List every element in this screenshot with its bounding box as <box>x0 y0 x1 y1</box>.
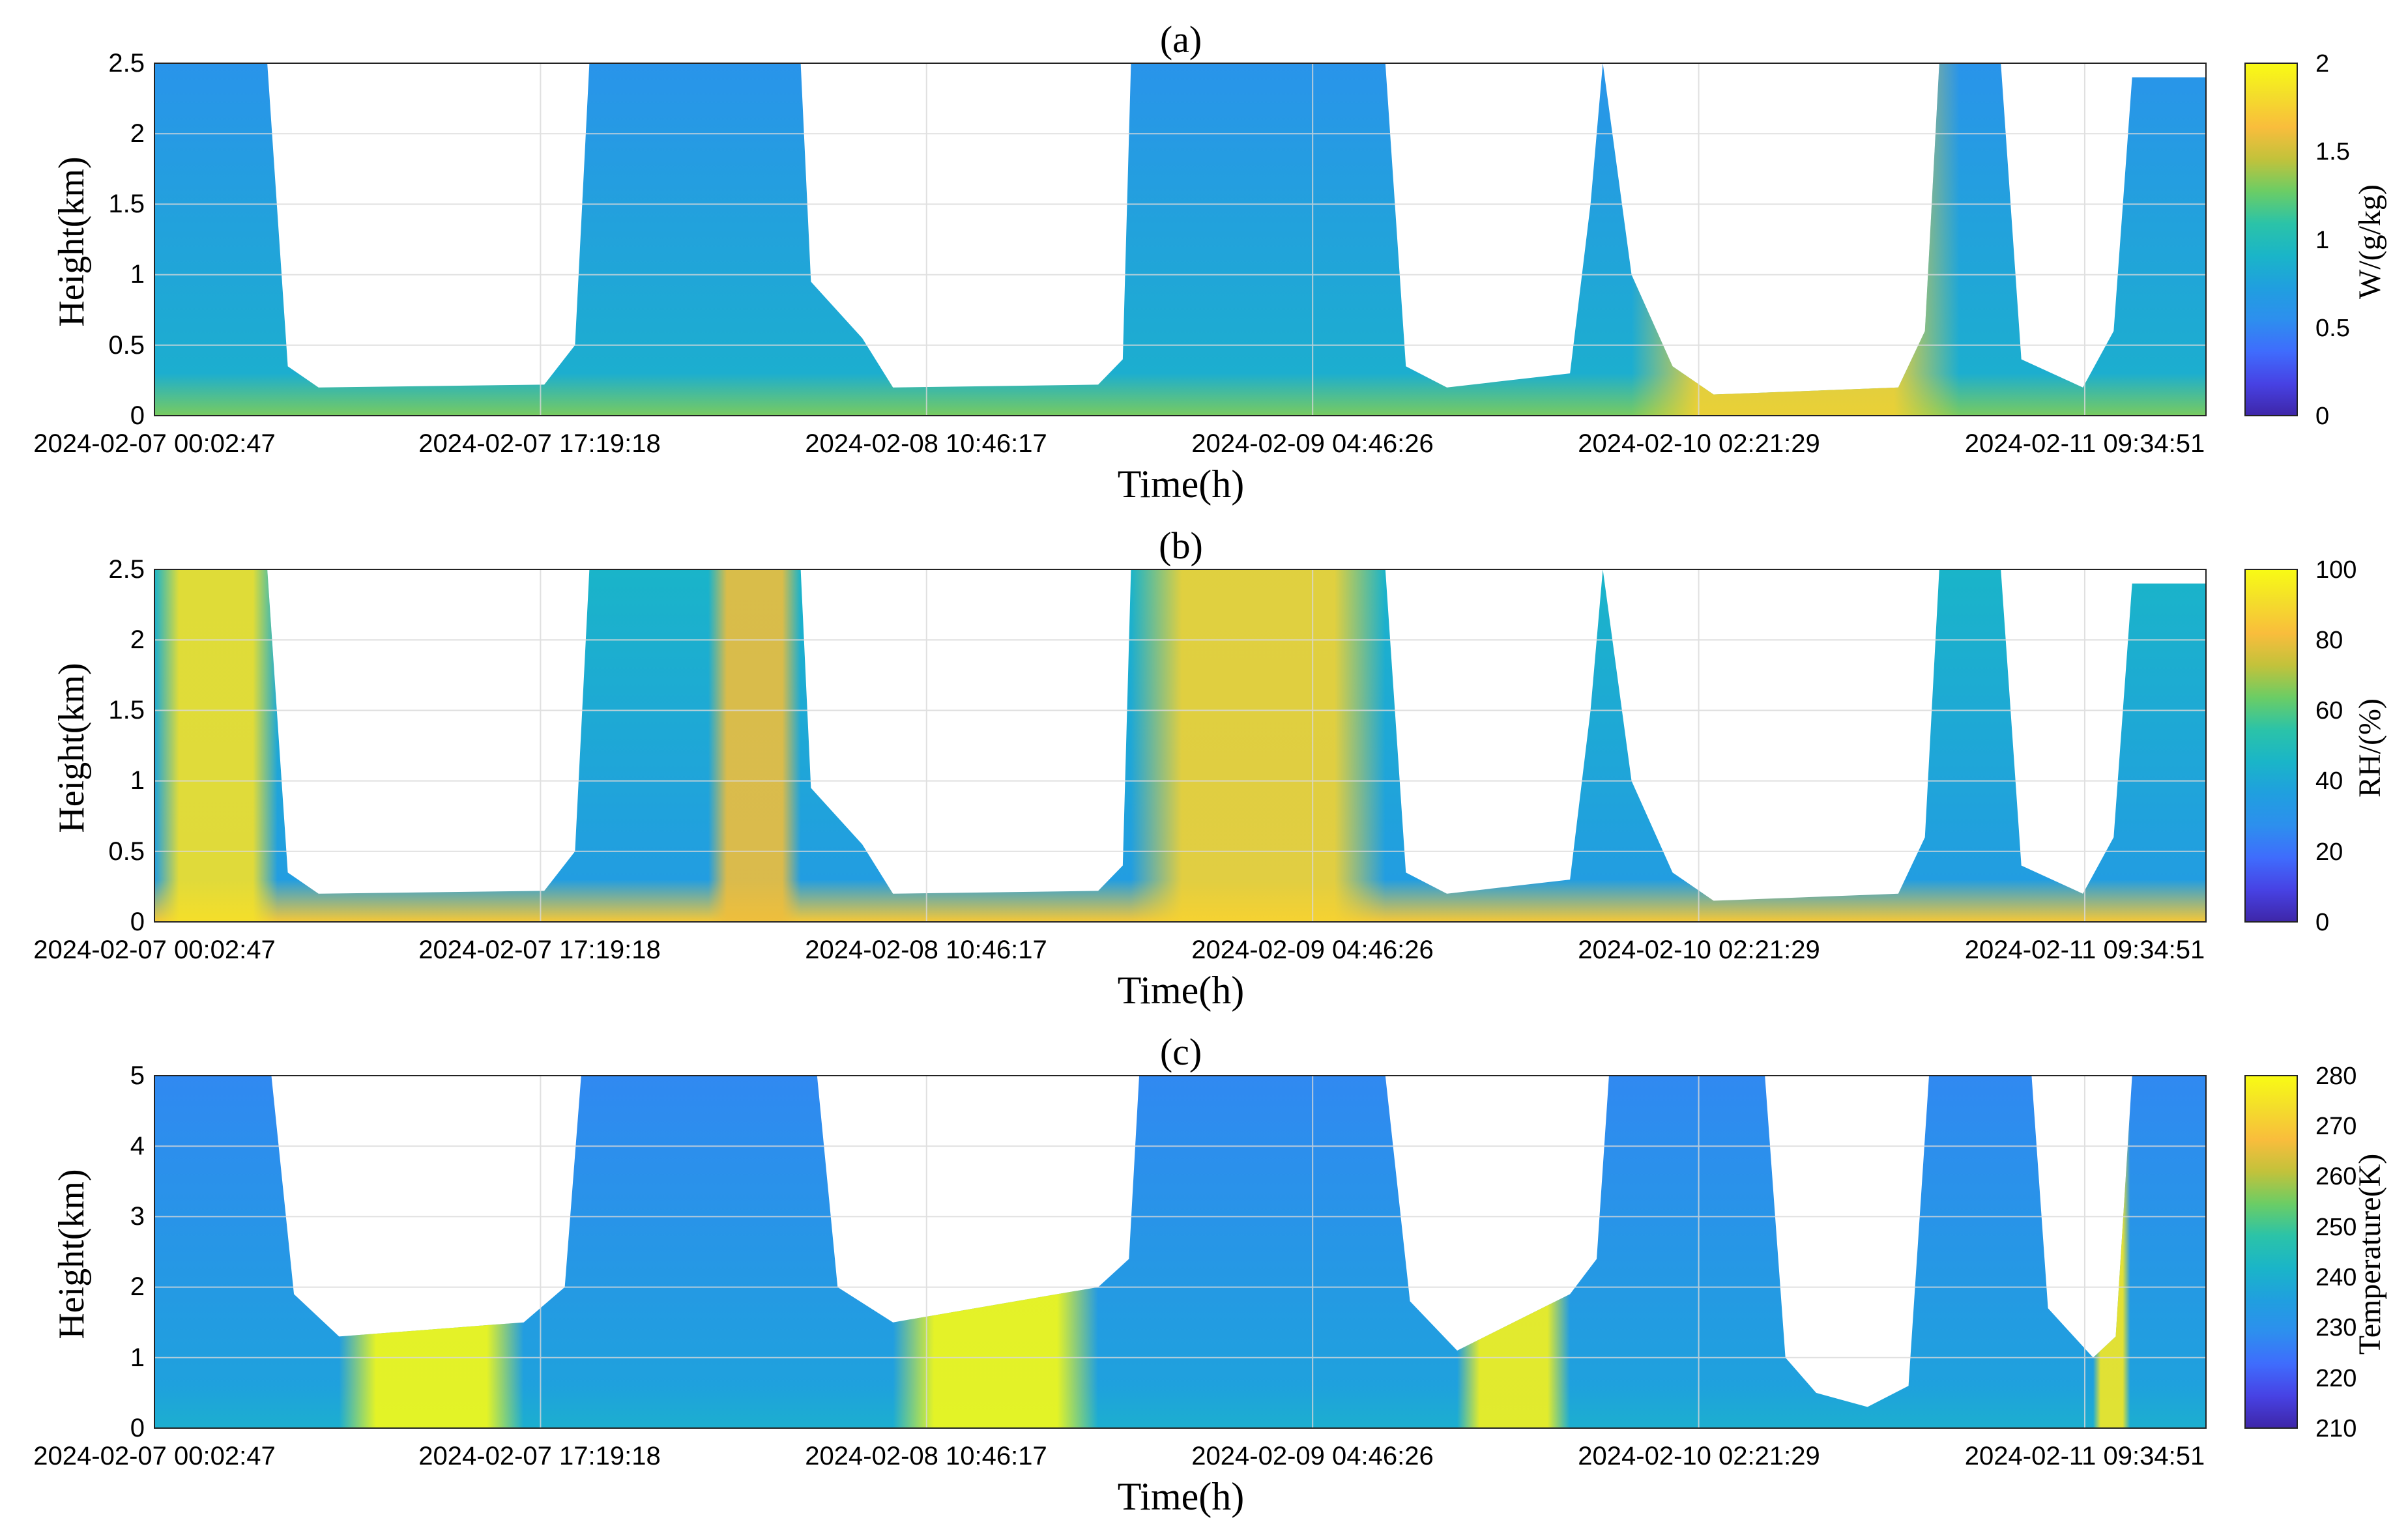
x-tick-labels: 2024-02-07 00:02:47 2024-02-07 17:19:18 … <box>33 936 2205 964</box>
y-tick-label: 1 <box>130 260 145 289</box>
x-tick-label: 2024-02-10 02:21:29 <box>1578 936 1820 964</box>
axes-frame <box>154 63 2207 416</box>
x-axis-label: Time(h) <box>1118 1475 1244 1518</box>
colorbar-tick-label: 0.5 <box>2315 315 2350 342</box>
panel-title: (a) <box>1160 18 1202 61</box>
grid-lines <box>154 1076 2206 1428</box>
colorbar-tick-label: 270 <box>2315 1113 2357 1140</box>
x-tick-labels: 2024-02-07 00:02:47 2024-02-07 17:19:18 … <box>33 1442 2205 1470</box>
y-tick-label: 0 <box>130 1414 145 1442</box>
y-tick-label: 1.5 <box>108 190 145 218</box>
x-tick-label: 2024-02-09 04:46:26 <box>1191 936 1433 964</box>
x-tick-label: 2024-02-10 02:21:29 <box>1578 429 1820 458</box>
heatmap-highlight-region <box>708 569 801 922</box>
colorbar-label: Temperature(K) <box>2353 1154 2387 1354</box>
heatmap-highlight-region <box>1131 569 1385 922</box>
panel-title: (c) <box>1160 1031 1202 1073</box>
y-axis-label: Height(km) <box>51 1169 92 1339</box>
colorbar-label: RH/(%) <box>2353 698 2387 797</box>
panel-title: (b) <box>1159 524 1203 567</box>
panel-a: (a) Height(km) Time(h) 2024-02-07 00:02:… <box>33 18 2387 506</box>
colorbar-tick-label: 80 <box>2315 627 2343 654</box>
colorbar-tick-label: 0 <box>2315 909 2329 936</box>
x-tick-label: 2024-02-11 09:34:51 <box>1965 1442 2205 1470</box>
colorbar-gradient <box>2244 63 2298 416</box>
x-tick-label: 2024-02-07 00:02:47 <box>33 1442 275 1470</box>
x-tick-label: 2024-02-07 17:19:18 <box>418 429 660 458</box>
y-tick-label: 3 <box>130 1202 145 1231</box>
x-tick-label: 2024-02-08 10:46:17 <box>805 1442 1047 1470</box>
y-axis-label: Height(km) <box>51 663 92 833</box>
x-tick-label: 2024-02-07 00:02:47 <box>33 936 275 964</box>
colorbar-tick-label: 260 <box>2315 1163 2357 1190</box>
y-tick-label: 2.5 <box>108 555 145 584</box>
colorbar-tick-label: 220 <box>2315 1365 2357 1392</box>
y-tick-label: 0.5 <box>108 837 145 866</box>
axes-frame <box>154 569 2207 923</box>
colorbar-tick-labels: 0 20 40 60 80 100 <box>2315 556 2357 936</box>
colorbar-tick-labels: 210 220 230 240 250 260 270 280 <box>2315 1063 2357 1442</box>
grid-lines <box>154 63 2206 416</box>
y-tick-labels: 0 0.5 1 1.5 2 2.5 <box>108 555 145 936</box>
colorbar-tick-label: 240 <box>2315 1264 2357 1291</box>
x-tick-labels: 2024-02-07 00:02:47 2024-02-07 17:19:18 … <box>33 429 2205 458</box>
y-tick-label: 1 <box>130 766 145 795</box>
y-tick-label: 2 <box>130 119 145 148</box>
colorbar <box>2244 1075 2298 1429</box>
colorbar-tick-label: 2 <box>2315 50 2329 78</box>
y-tick-label: 4 <box>130 1132 145 1160</box>
axes-frame <box>154 1075 2207 1429</box>
y-tick-label: 2 <box>130 1272 145 1301</box>
y-tick-label: 5 <box>130 1061 145 1090</box>
colorbar-tick-label: 20 <box>2315 838 2343 866</box>
colorbar <box>2244 63 2298 416</box>
colorbar-tick-label: 100 <box>2315 556 2357 584</box>
heatmap-plot-area <box>154 63 2207 416</box>
y-tick-label: 2 <box>130 625 145 654</box>
heatmap-plot-area <box>154 569 2207 923</box>
colorbar-gradient <box>2244 569 2298 923</box>
x-tick-label: 2024-02-11 09:34:51 <box>1965 429 2205 458</box>
colorbar-tick-label: 0 <box>2315 403 2329 430</box>
colorbar-tick-label: 230 <box>2315 1314 2357 1341</box>
panel-c: (c) Height(km) Time(h) 2024-02-07 00:02:… <box>33 1031 2387 1518</box>
colorbar-tick-labels: 0 0.5 1 1.5 2 <box>2315 50 2350 430</box>
panel-b: (b) Height(km) Time(h) 2024-02-07 00:02:… <box>33 524 2387 1012</box>
colorbar-tick-label: 1.5 <box>2315 138 2350 165</box>
heatmap-highlight-region <box>154 569 278 922</box>
colorbar <box>2244 569 2298 923</box>
y-tick-label: 0 <box>130 401 145 430</box>
colorbar-tick-label: 40 <box>2315 767 2343 795</box>
y-tick-label: 2.5 <box>108 49 145 78</box>
x-tick-label: 2024-02-09 04:46:26 <box>1191 1442 1433 1470</box>
heatmap-plot-area <box>154 1075 2207 1429</box>
x-tick-label: 2024-02-10 02:21:29 <box>1578 1442 1820 1470</box>
colorbar-tick-label: 1 <box>2315 227 2329 254</box>
x-tick-label: 2024-02-08 10:46:17 <box>805 429 1047 458</box>
colorbar-tick-label: 280 <box>2315 1063 2357 1090</box>
x-tick-label: 2024-02-11 09:34:51 <box>1965 936 2205 964</box>
y-tick-label: 0 <box>130 908 145 936</box>
colorbar-label: W/(g/kg) <box>2353 184 2387 299</box>
y-tick-labels: 0 0.5 1 1.5 2 2.5 <box>108 49 145 430</box>
y-tick-labels: 0 1 2 3 4 5 <box>130 1061 145 1442</box>
colorbar-gradient <box>2244 1075 2298 1429</box>
x-tick-label: 2024-02-09 04:46:26 <box>1191 429 1433 458</box>
grid-lines <box>154 569 2206 922</box>
y-tick-label: 0.5 <box>108 331 145 360</box>
x-tick-label: 2024-02-08 10:46:17 <box>805 936 1047 964</box>
x-tick-label: 2024-02-07 17:19:18 <box>418 1442 660 1470</box>
x-axis-label: Time(h) <box>1118 969 1244 1012</box>
colorbar-tick-label: 210 <box>2315 1415 2357 1442</box>
y-tick-label: 1 <box>130 1343 145 1372</box>
colorbar-tick-label: 60 <box>2315 697 2343 724</box>
colorbar-tick-label: 250 <box>2315 1214 2357 1241</box>
x-axis-label: Time(h) <box>1118 463 1244 506</box>
x-tick-label: 2024-02-07 17:19:18 <box>418 936 660 964</box>
y-tick-label: 1.5 <box>108 696 145 724</box>
y-axis-label: Height(km) <box>51 156 92 326</box>
x-tick-label: 2024-02-07 00:02:47 <box>33 429 275 458</box>
